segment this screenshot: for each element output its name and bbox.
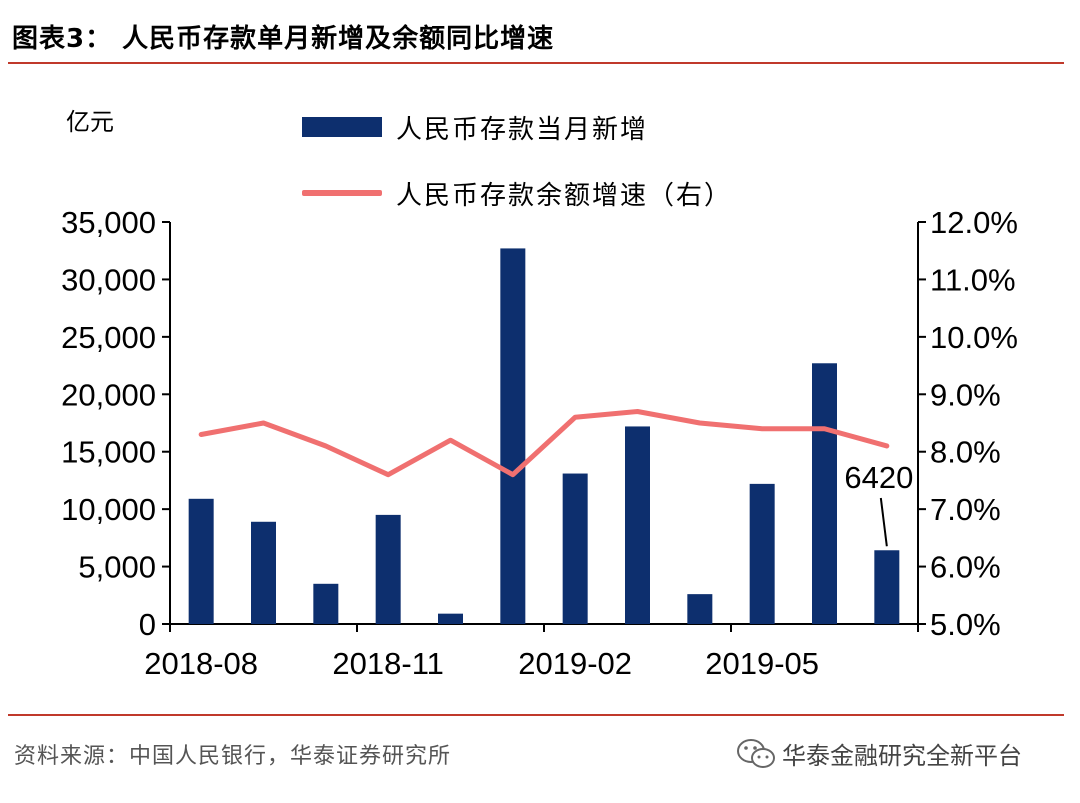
bar-2018-12 — [438, 613, 463, 624]
x-tick-label: 2018-08 — [144, 646, 258, 681]
title-divider — [8, 62, 1064, 64]
watermark-text: 华泰金融研究全新平台 — [782, 742, 1022, 770]
legend-item-line: 人民币存款余额增速（右） — [302, 176, 733, 211]
annotation-leader — [879, 497, 888, 547]
bar-2018-10 — [313, 583, 339, 624]
left-tick-label: 30,000 — [61, 262, 156, 297]
left-tick-label: 35,000 — [61, 205, 156, 240]
bar-2019-05 — [749, 483, 775, 624]
legend-swatch-bar — [302, 117, 382, 137]
right-tick-label: 5.0% — [930, 607, 1001, 642]
bar-2018-09 — [251, 521, 276, 624]
annotation-label: 6420 — [844, 460, 913, 495]
x-tick-label: 2019-02 — [518, 646, 632, 681]
bar-2019-01 — [500, 248, 526, 624]
left-tick-label: 15,000 — [61, 435, 156, 470]
bar-2019-06 — [812, 363, 837, 624]
x-tick-label: 2018-11 — [332, 646, 443, 681]
left-tick-label: 5,000 — [78, 550, 156, 585]
watermark: 华泰金融研究全新平台 — [736, 736, 1022, 771]
legend: 人民币存款当月新增 人民币存款余额增速（右） — [302, 110, 732, 242]
legend-item-bar: 人民币存款当月新增 — [302, 110, 732, 145]
right-tick-label: 6.0% — [930, 550, 1001, 585]
bar-2019-07 — [874, 550, 900, 624]
wechat-icon — [737, 738, 775, 768]
bar-2018-11 — [375, 514, 401, 624]
source-divider — [8, 714, 1064, 716]
legend-label-bar: 人民币存款当月新增 — [396, 114, 649, 145]
left-tick-label: 25,000 — [61, 320, 156, 355]
legend-swatch-line — [302, 190, 382, 196]
bar-2019-04 — [687, 594, 713, 624]
bar-2019-02 — [562, 473, 588, 624]
left-tick-label: 10,000 — [61, 492, 156, 527]
right-tick-label: 11.0% — [930, 262, 1016, 297]
right-tick-label: 10.0% — [930, 320, 1018, 355]
legend-label-line: 人民币存款余额增速（右） — [396, 180, 733, 211]
left-tick-label: 20,000 — [61, 377, 156, 412]
left-tick-label: 0 — [139, 607, 156, 642]
growth-rate-line — [198, 409, 890, 478]
figure-title: 图表3： 人民币存款单月新增及余额同比增速 — [12, 24, 555, 54]
x-tick-label: 2019-05 — [705, 646, 819, 681]
source-note: 资料来源：中国人民银行，华泰证券研究所 — [14, 744, 452, 769]
right-tick-label: 9.0% — [930, 377, 1001, 412]
right-tick-label: 8.0% — [930, 435, 1001, 470]
bar-2018-08 — [188, 498, 214, 624]
left-axis-unit: 亿元 — [66, 108, 114, 136]
right-tick-label: 7.0% — [930, 492, 1001, 527]
bar-2019-03 — [625, 426, 650, 624]
right-tick-label: 12.0% — [930, 205, 1018, 240]
